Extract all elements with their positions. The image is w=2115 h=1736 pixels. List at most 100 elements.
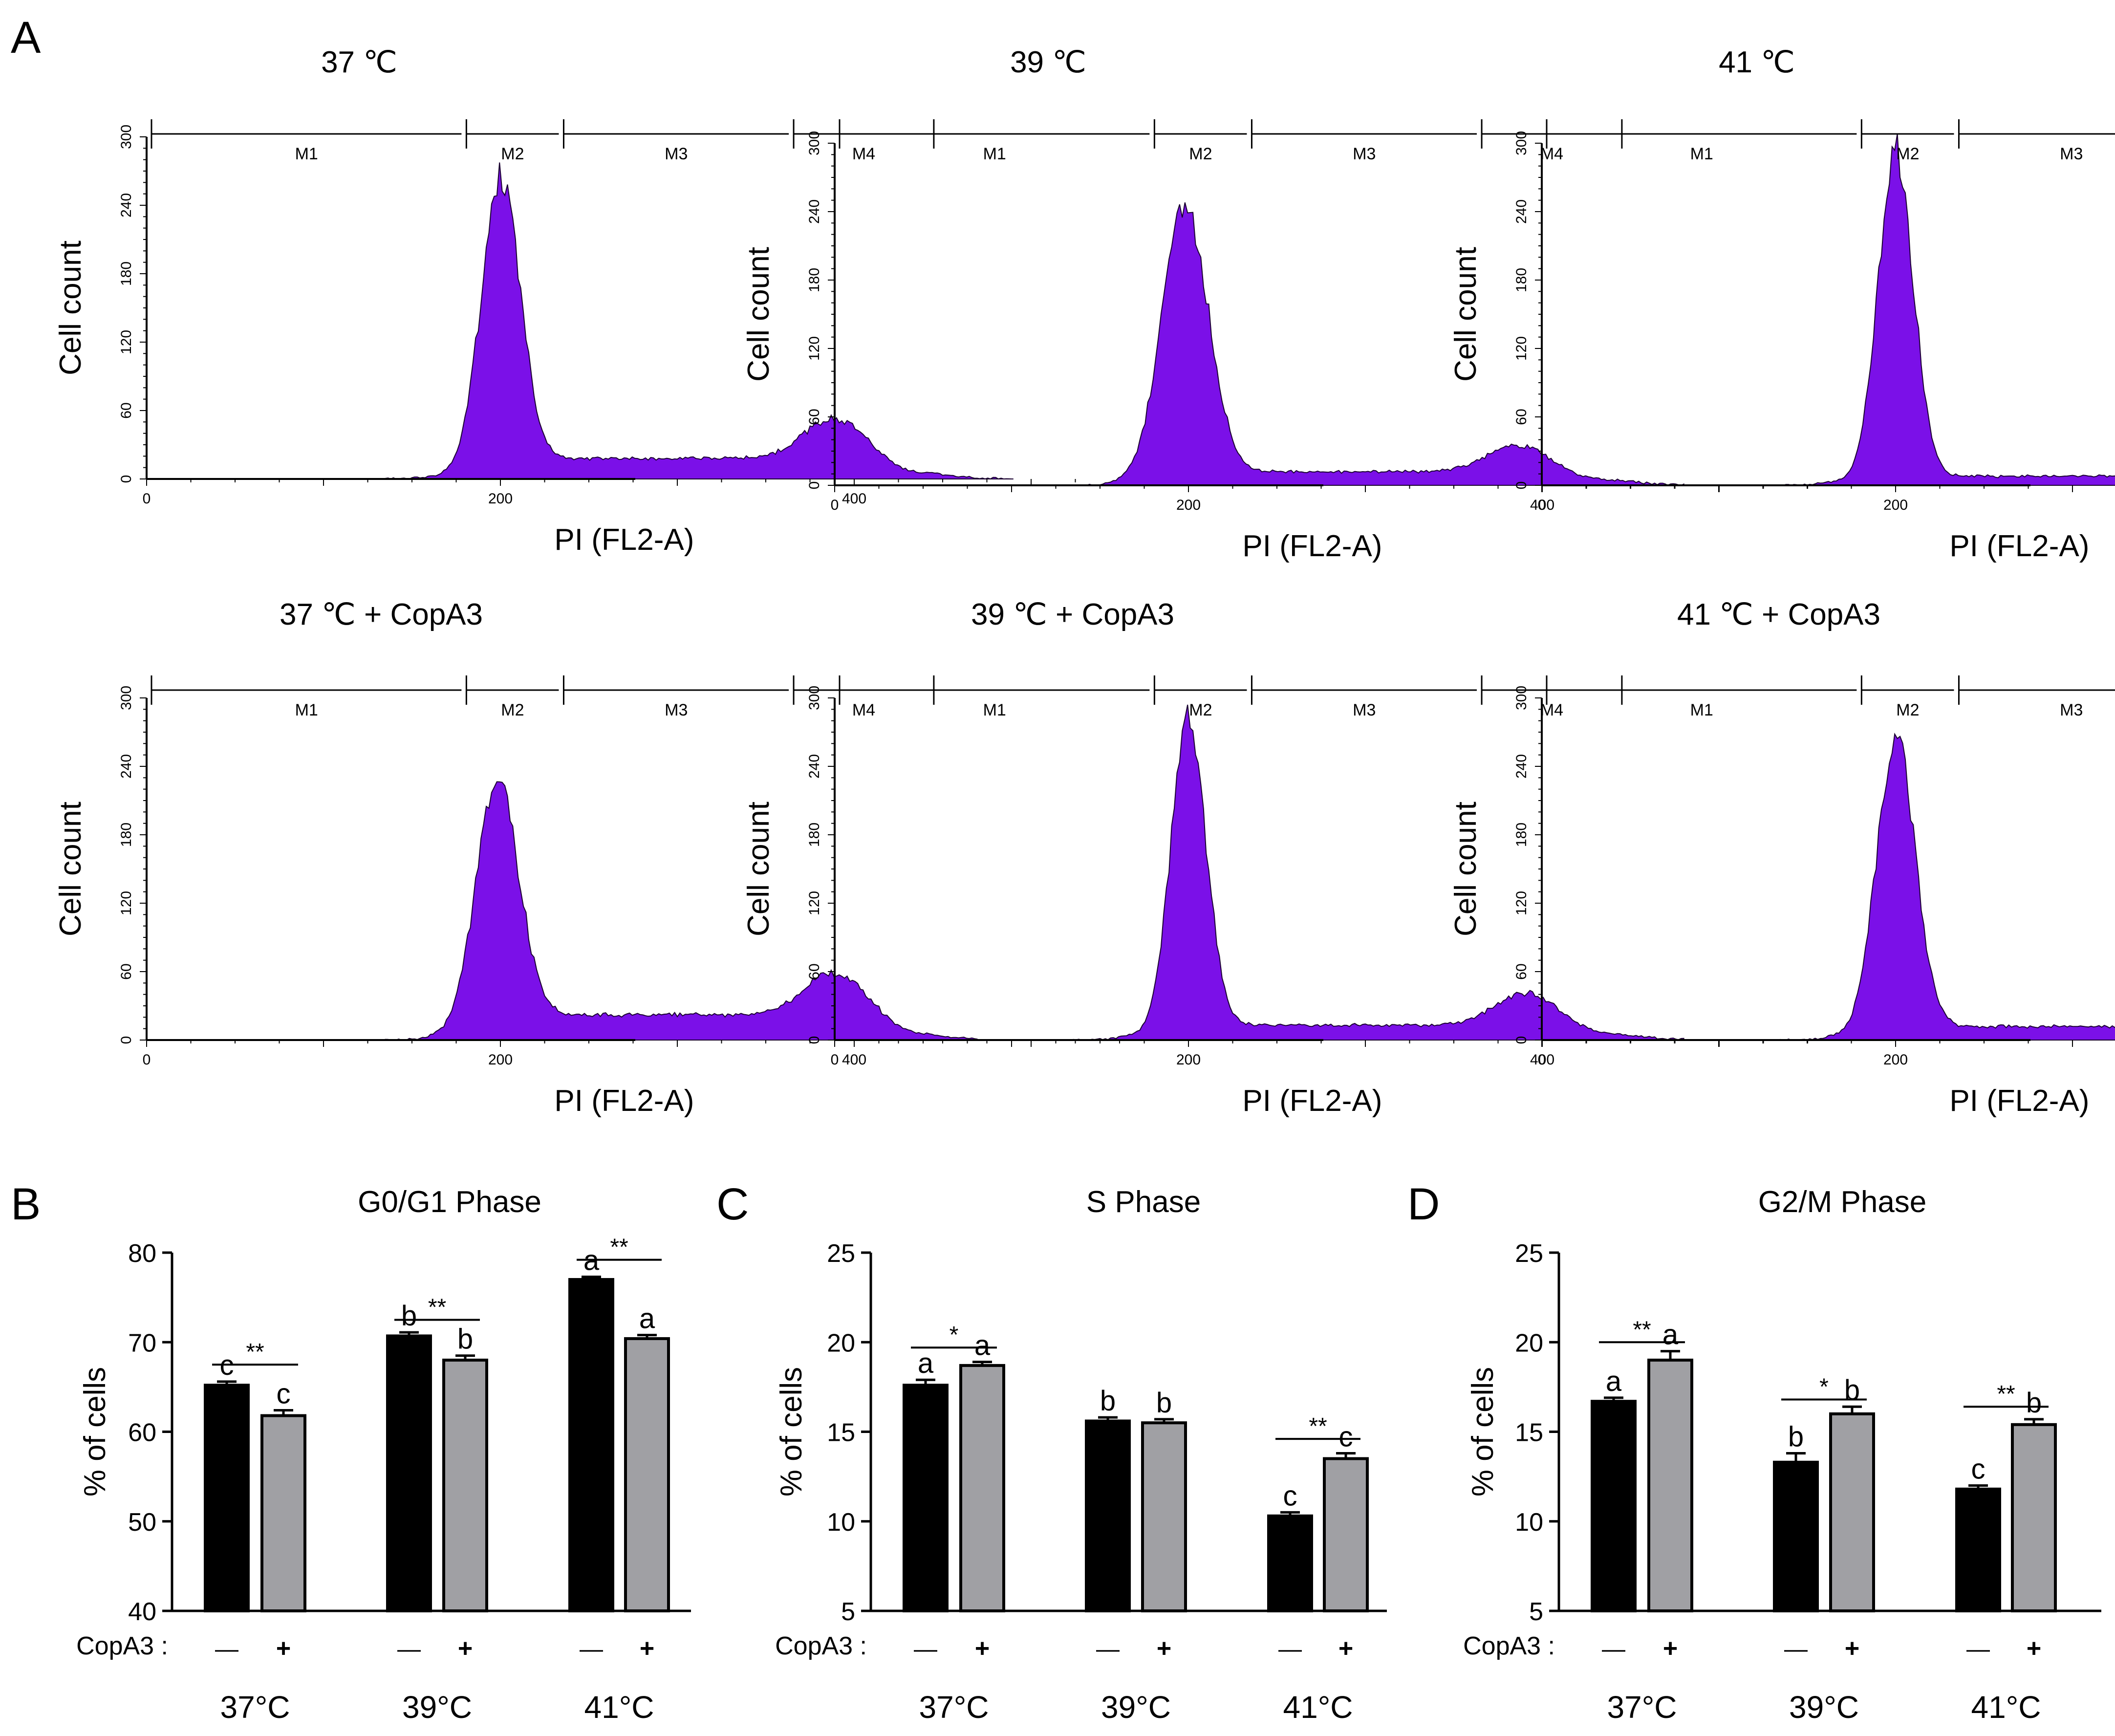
copa3-row-label: CopA3 : <box>1463 1632 1555 1660</box>
histogram-y-tick-label: 180 <box>806 823 822 847</box>
histogram-x-tick-label: 0 <box>143 1052 151 1068</box>
bar <box>204 1384 250 1612</box>
marker-label-m2: M2 <box>501 145 524 163</box>
histogram-y-axis-label: Cell count <box>1449 802 1483 936</box>
histogram-y-tick-label: 60 <box>1513 963 1530 979</box>
histogram-x-tick-label: 200 <box>488 491 513 507</box>
copa3-plus-label: + <box>1157 1634 1171 1663</box>
histogram-y-tick-label: 180 <box>1513 268 1530 292</box>
temperature-group-label: 41°C <box>1971 1690 2041 1725</box>
bar-y-tick-label: 15 <box>827 1419 855 1447</box>
significance-letter: b <box>1156 1387 1172 1419</box>
histogram-x-tick-label: 200 <box>488 1052 513 1068</box>
histogram-x-tick-label: 200 <box>1883 1052 1908 1068</box>
copa3-minus-label: — <box>1784 1636 1808 1662</box>
histogram-x-tick-label: 0 <box>831 1052 839 1068</box>
temperature-group-label: 37°C <box>1607 1690 1677 1725</box>
temperature-group-label: 37°C <box>220 1690 290 1725</box>
marker-label-m2: M2 <box>1896 701 1919 719</box>
histogram-x-tick-label: 0 <box>831 497 839 513</box>
significance-stars: ** <box>1633 1317 1651 1343</box>
histogram-y-tick-label: 120 <box>118 330 134 354</box>
temperature-group-label: 41°C <box>1283 1690 1353 1725</box>
bar-y-tick-label: 20 <box>1515 1329 1543 1357</box>
histogram-y-tick-label: 120 <box>1513 336 1530 361</box>
temperature-group-label: 37°C <box>919 1690 989 1725</box>
histogram-y-tick-label: 240 <box>806 754 822 779</box>
marker-label-m3: M3 <box>665 701 688 719</box>
marker-label-m4: M4 <box>1540 145 1563 163</box>
bar-y-tick-label: 10 <box>1515 1508 1543 1537</box>
significance-letter: c <box>1283 1480 1297 1512</box>
marker-label-m4: M4 <box>852 701 875 719</box>
histogram-y-tick-label: 300 <box>806 131 822 155</box>
significance-stars: * <box>950 1322 959 1348</box>
significance-letter: a <box>1606 1366 1622 1397</box>
histogram-x-tick-label: 400 <box>1530 1052 1554 1068</box>
copa3-minus-label: — <box>580 1636 603 1662</box>
significance-stars: ** <box>610 1235 628 1260</box>
histogram-y-tick-label: 0 <box>118 1036 134 1044</box>
histogram-y-tick-label: 180 <box>118 261 134 286</box>
histogram-panel-2: 39 ℃ 0 60 120 180 240 300 0 200 400 Cell count PI (… <box>742 45 1808 563</box>
histogram-y-tick-label: 0 <box>806 1036 822 1044</box>
histogram-fill <box>1780 133 2115 486</box>
histogram-y-axis-label: Cell count <box>1449 247 1483 382</box>
copa3-minus-label: — <box>1602 1636 1625 1662</box>
histogram-x-tick-label: 200 <box>1883 497 1908 513</box>
histogram-y-tick-label: 240 <box>806 199 822 224</box>
temperature-group-label: 41°C <box>584 1690 654 1725</box>
significance-letter: b <box>457 1324 473 1355</box>
copa3-row-label: CopA3 : <box>76 1632 168 1660</box>
temperature-group-label: 39°C <box>402 1690 472 1725</box>
histogram-fill <box>1780 733 2115 1041</box>
bar-y-tick-label: 80 <box>128 1239 156 1268</box>
significance-letter: c <box>1339 1421 1353 1453</box>
histogram-y-axis-label: Cell count <box>742 247 776 382</box>
significance-letter: a <box>1662 1319 1679 1351</box>
marker-label-m2: M2 <box>1189 145 1212 163</box>
histogram-y-tick-label: 60 <box>806 409 822 425</box>
histogram-x-tick-label: 200 <box>1176 1052 1201 1068</box>
marker-label-m3: M3 <box>665 145 688 163</box>
significance-letter: b <box>1100 1385 1116 1417</box>
histogram-title: 39 ℃ + CopA3 <box>971 598 1174 631</box>
histogram-panel-6: 41 ℃ + CopA3 0 60 120 180 240 300 0 200 400 Cell c… <box>1449 598 2115 1118</box>
significance-stars: ** <box>246 1339 264 1365</box>
bar-y-tick-label: 60 <box>128 1419 156 1447</box>
significance-letter: a <box>639 1303 655 1335</box>
marker-label-m2: M2 <box>1189 701 1212 719</box>
histogram-fill <box>385 781 979 1041</box>
marker-label-m3: M3 <box>2060 145 2083 163</box>
marker-label-m1: M1 <box>295 701 318 719</box>
histogram-y-tick-label: 120 <box>1513 891 1530 915</box>
bar <box>568 1278 614 1613</box>
significance-stars: ** <box>428 1294 446 1320</box>
histogram-y-tick-label: 300 <box>118 686 134 710</box>
significance-letter: b <box>401 1300 417 1332</box>
histogram-x-tick-label: 200 <box>1176 497 1201 513</box>
significance-stars: ** <box>1309 1413 1327 1439</box>
panel-letter-b: B <box>11 1179 41 1229</box>
histogram-title: 37 ℃ + CopA3 <box>280 598 483 631</box>
histogram-y-tick-label: 0 <box>1513 481 1530 490</box>
histogram-y-tick-label: 120 <box>806 891 822 915</box>
bar-y-tick-label: 50 <box>128 1508 156 1537</box>
histogram-panel-1: 37 ℃ 0 60 120 180 240 300 0 200 400 Cell count PI (… <box>54 45 1120 557</box>
marker-label-m3: M3 <box>1353 145 1376 163</box>
bar <box>260 1414 306 1612</box>
significance-letter: a <box>974 1330 991 1362</box>
histogram-y-tick-label: 0 <box>118 475 134 483</box>
bar-y-tick-label: 15 <box>1515 1419 1543 1447</box>
histogram-fill <box>385 162 1014 480</box>
copa3-minus-label: — <box>1966 1636 1990 1662</box>
histogram-y-tick-label: 60 <box>118 963 134 979</box>
marker-label-m4: M4 <box>1540 701 1563 719</box>
histogram-y-tick-label: 60 <box>118 402 134 418</box>
